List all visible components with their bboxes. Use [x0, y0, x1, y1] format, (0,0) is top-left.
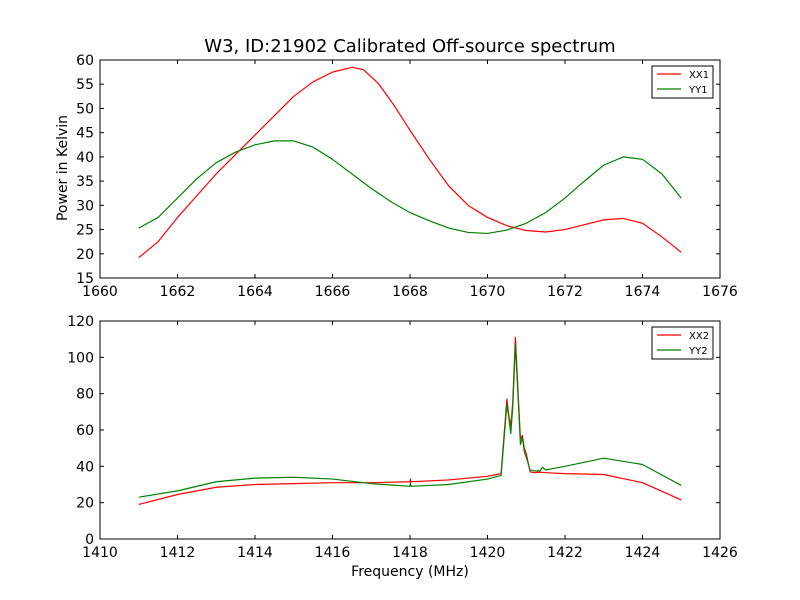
bottom-x-tick-label: 1424	[625, 545, 661, 561]
bottom-chart-x-ticks: 1410 1412 1414 1416 1418 1420 1422 1424 1426	[82, 321, 738, 561]
series-line-yy2	[138, 344, 682, 498]
top-x-tick-label: 1676	[702, 284, 738, 300]
top-chart-legend-box	[651, 65, 714, 99]
top-x-tick-label: 1668	[392, 284, 428, 300]
bottom-x-tick-label: 1418	[392, 545, 428, 561]
bottom-y-tick-label: 0	[85, 532, 94, 548]
bottom-x-tick-label: 1416	[315, 545, 351, 561]
bottom-y-tick-label: 40	[76, 459, 94, 475]
top-x-tick-label: 1662	[160, 284, 196, 300]
top-y-tick-label: 40	[76, 150, 94, 166]
top-chart-series	[138, 66, 682, 259]
top-x-tick-label: 1670	[470, 284, 506, 300]
bottom-chart-y-ticks: 0 20 40 60 80 100 120	[67, 314, 720, 548]
legend-label-xx2: XX2	[689, 331, 709, 342]
bottom-y-tick-label: 20	[76, 496, 94, 512]
top-y-tick-label: 25	[76, 223, 94, 239]
top-y-tick-label: 30	[76, 198, 94, 214]
top-y-tick-label: 20	[76, 247, 94, 263]
bottom-x-tick-label: 1414	[237, 545, 273, 561]
series-line-xx1	[138, 66, 682, 259]
bottom-chart-series	[138, 336, 682, 506]
top-x-tick-label: 1660	[82, 284, 118, 300]
top-x-tick-label: 1664	[237, 284, 273, 300]
legend-label-yy1: YY1	[688, 85, 708, 96]
top-y-tick-label: 60	[76, 53, 94, 69]
legend-label-xx1: XX1	[689, 70, 709, 81]
bottom-chart-legend: XX2 YY2	[651, 326, 714, 360]
top-x-tick-label: 1674	[625, 284, 661, 300]
top-chart-title: W3, ID:21902 Calibrated Off-source spect…	[204, 36, 615, 57]
top-x-tick-label: 1666	[315, 284, 351, 300]
bottom-x-tick-label: 1426	[702, 545, 738, 561]
top-y-tick-label: 45	[76, 126, 94, 142]
top-y-tick-label: 50	[76, 101, 94, 117]
bottom-x-tick-label: 1410	[82, 545, 118, 561]
top-chart: W3, ID:21902 Calibrated Off-source spect…	[55, 36, 738, 300]
top-y-tick-label: 55	[76, 77, 94, 93]
bottom-y-tick-label: 80	[76, 387, 94, 403]
top-y-tick-label: 35	[76, 174, 94, 190]
bottom-x-tick-label: 1420	[470, 545, 506, 561]
bottom-x-tick-label: 1412	[160, 545, 196, 561]
legend-label-yy2: YY2	[688, 346, 708, 357]
top-chart-x-ticks: 1660 1662 1664 1666 1668 1670 1672 1674 1676	[82, 60, 738, 300]
top-y-tick-label: 15	[76, 271, 94, 287]
top-chart-y-ticks: 15 20 25 30 35 40 45 50 55 60	[76, 53, 720, 287]
bottom-y-tick-label: 100	[67, 350, 94, 366]
bottom-y-tick-label: 60	[76, 423, 94, 439]
series-line-yy1	[138, 140, 682, 235]
bottom-chart-x-axis-label: Frequency (MHz)	[351, 564, 469, 580]
top-x-tick-label: 1672	[547, 284, 583, 300]
bottom-y-tick-label: 120	[67, 314, 94, 330]
top-chart-y-axis-label: Power in Kelvin	[55, 115, 71, 221]
bottom-chart: Frequency (MHz) 0 20 40 60 80 100 120 1410 1412…	[67, 314, 738, 580]
bottom-chart-legend-box	[651, 326, 714, 360]
bottom-x-tick-label: 1422	[547, 545, 583, 561]
top-chart-legend: XX1 YY1	[651, 65, 714, 99]
